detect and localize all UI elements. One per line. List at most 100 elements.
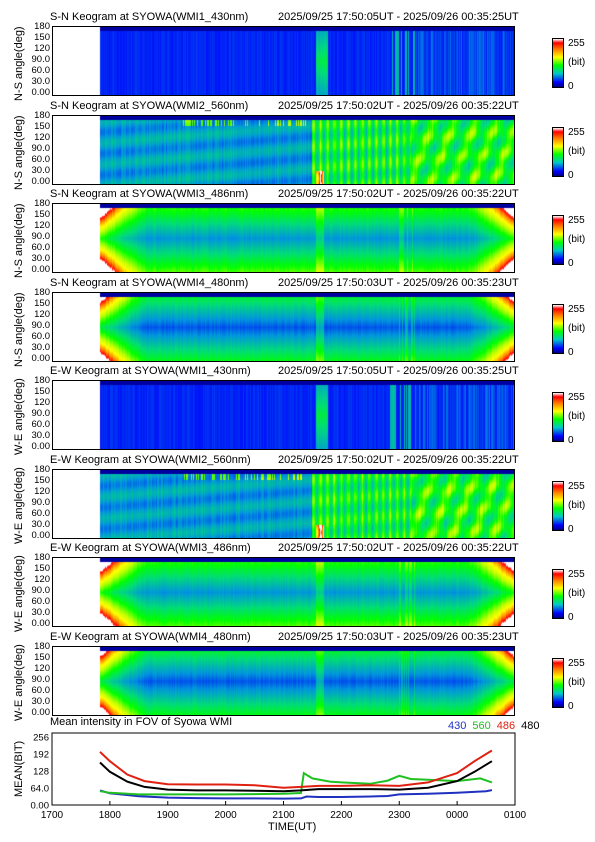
- y-tick-label: 180: [34, 21, 50, 32]
- keogram-image: [52, 468, 515, 539]
- panel-title: E-W Keogram at SYOWA(WMI1_430nm): [50, 365, 251, 377]
- y-tick-label: 60.0: [31, 330, 51, 342]
- series-line-560: [99, 771, 493, 796]
- y-tick-label: 120: [34, 397, 50, 408]
- y-tick-label: 0.00: [31, 352, 51, 364]
- y-tick-label: 150: [34, 297, 50, 309]
- panel-time-range: 2025/09/25 17:50:05UT - 2025/09/26 00:35…: [278, 365, 519, 377]
- panel-time-range: 2025/09/25 17:50:02UT - 2025/09/26 00:35…: [278, 99, 519, 112]
- colorbar: [552, 657, 564, 708]
- y-tick-label: 60.0: [31, 596, 51, 607]
- keogram-canvas: [53, 381, 514, 449]
- y-tick-label: 0.00: [31, 175, 51, 187]
- y-tick-label: 120: [34, 131, 50, 143]
- y-tick-label: 120: [34, 308, 50, 320]
- y-tick-label: 90.0: [31, 54, 51, 65]
- mean-x-axis-label: TIME(UT): [268, 821, 317, 833]
- panel-time-range: 2025/09/25 17:50:02UT - 2025/09/26 00:35…: [278, 188, 519, 200]
- y-tick-label: 120: [34, 662, 50, 674]
- y-tick-label: 30.0: [31, 518, 51, 530]
- panel-title: E-W Keogram at SYOWA(WMI2_560nm): [50, 453, 251, 466]
- keogram-image: [52, 114, 515, 185]
- y-tick-label: 0.00: [31, 441, 51, 452]
- y-tick-label: 30.0: [31, 341, 51, 353]
- y-tick-label: 120: [34, 43, 50, 54]
- x-tick-label: 0100: [504, 810, 527, 821]
- keogram-canvas: [53, 469, 514, 538]
- y-tick-label: 0.00: [31, 264, 51, 275]
- colorbar-min-label: 0: [568, 435, 574, 446]
- panel-title: S-N Keogram at SYOWA(WMI1_430nm): [50, 11, 249, 23]
- y-tick-label: 30.0: [31, 430, 51, 441]
- colorbar-unit-label: (bit): [568, 676, 586, 688]
- panel-time-range: 2025/09/25 17:50:05UT - 2025/09/26 00:35…: [278, 11, 519, 23]
- colorbar: [552, 38, 564, 88]
- x-tick-label: 2300: [388, 810, 411, 821]
- y-tick-label: 90.0: [31, 142, 51, 154]
- colorbar-max-label: 255: [568, 569, 585, 580]
- colorbar: [552, 303, 564, 354]
- panel-time-range: 2025/09/25 17:50:03UT - 2025/09/26 00:35…: [278, 276, 519, 289]
- legend-entry-560: 560: [472, 720, 491, 732]
- y-tick-label: 0.00: [31, 618, 51, 629]
- y-tick-label: 90.0: [31, 496, 51, 508]
- y-tick-label: 60.0: [31, 65, 51, 76]
- keogram-canvas: [53, 204, 514, 272]
- colorbar-min-label: 0: [568, 81, 574, 92]
- colorbar-min-label: 0: [568, 169, 574, 181]
- y-tick-label: 0.00: [31, 87, 51, 98]
- y-tick-label: 120: [34, 574, 50, 585]
- keogram-canvas: [53, 646, 514, 715]
- y-tick-label: 64.0: [31, 784, 50, 795]
- colorbar-unit-label: (bit): [568, 57, 586, 68]
- legend: 430 560 486 480: [448, 720, 545, 732]
- y-tick-label: 90.0: [31, 408, 51, 419]
- y-tick-label: 120: [34, 485, 50, 497]
- y-tick-label: 30.0: [31, 164, 51, 176]
- y-tick-label: 192: [33, 750, 49, 761]
- x-tick-label: 2000: [215, 810, 238, 821]
- colorbar-min-label: 0: [568, 346, 574, 358]
- y-tick-label: 128: [33, 767, 49, 778]
- keogram-canvas: [53, 115, 514, 184]
- y-tick-label: 90.0: [31, 231, 51, 242]
- y-tick-label: 60.0: [31, 153, 51, 165]
- panel-title: S-N Keogram at SYOWA(WMI2_560nm): [50, 99, 249, 112]
- panel-title: S-N Keogram at SYOWA(WMI4_480nm): [50, 276, 249, 289]
- y-tick-label: 150: [34, 209, 50, 220]
- colorbar-max-label: 255: [568, 38, 585, 49]
- colorbar-max-label: 255: [568, 126, 585, 138]
- x-tick-label: 2100: [272, 810, 295, 821]
- keogram-image: [52, 380, 515, 450]
- panel-title: E-W Keogram at SYOWA(WMI3_486nm): [50, 542, 251, 554]
- y-tick-label: 90.0: [31, 673, 51, 685]
- colorbar-unit-label: (bit): [568, 322, 586, 334]
- series-line-430: [99, 789, 493, 800]
- keogram-image: [52, 26, 515, 96]
- y-tick-label: 150: [34, 563, 50, 574]
- colorbar: [552, 480, 564, 531]
- y-tick-label: 150: [34, 474, 50, 486]
- y-tick-label: 30.0: [31, 253, 51, 264]
- y-tick-label: 90.0: [31, 319, 51, 331]
- y-tick-label: 60.0: [31, 242, 51, 253]
- colorbar-min-label: 0: [568, 700, 574, 712]
- legend-entry-480: 480: [521, 720, 540, 732]
- y-tick-label: 120: [34, 220, 50, 231]
- keogram-canvas: [53, 292, 514, 361]
- y-tick-label: 30.0: [31, 607, 51, 618]
- keogram-image: [52, 203, 515, 273]
- y-tick-label: 150: [34, 32, 50, 43]
- y-tick-label: 30.0: [31, 76, 51, 87]
- y-tick-label: 60.0: [31, 507, 51, 519]
- colorbar-min-label: 0: [568, 523, 574, 535]
- y-tick-label: 30.0: [31, 695, 51, 707]
- y-tick-label: 150: [34, 120, 50, 132]
- colorbar-max-label: 255: [568, 215, 585, 226]
- colorbar-max-label: 255: [568, 657, 585, 669]
- panel-time-range: 2025/09/25 17:50:02UT - 2025/09/26 00:35…: [278, 542, 519, 554]
- y-tick-label: 0.00: [31, 706, 51, 718]
- y-tick-label: 180: [34, 109, 50, 121]
- y-tick-label: 150: [34, 651, 50, 663]
- colorbar-unit-label: (bit): [568, 234, 586, 245]
